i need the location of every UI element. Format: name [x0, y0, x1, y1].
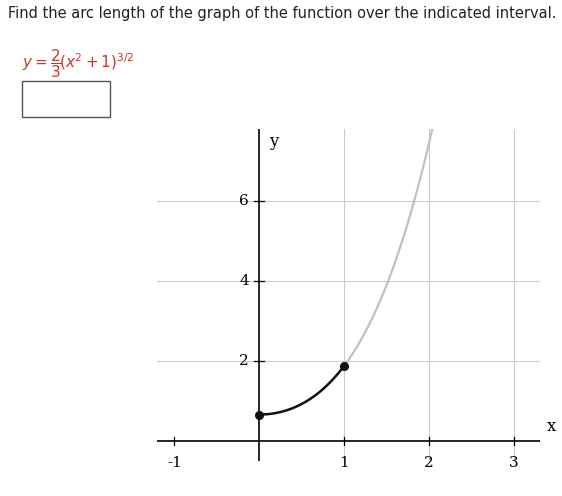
Text: 2: 2	[424, 456, 434, 471]
FancyBboxPatch shape	[22, 81, 110, 117]
Text: x: x	[546, 418, 556, 435]
Text: 2: 2	[239, 354, 249, 368]
Text: Find the arc length of the graph of the function over the indicated interval.: Find the arc length of the graph of the …	[8, 6, 557, 21]
Text: y: y	[269, 133, 279, 150]
Text: 6: 6	[239, 194, 249, 208]
Text: 3: 3	[509, 456, 519, 471]
Text: 1: 1	[339, 456, 349, 471]
Text: $y = \dfrac{2}{3}\!\left(x^2 + 1\right)^{3/2}$: $y = \dfrac{2}{3}\!\left(x^2 + 1\right)^…	[22, 48, 135, 80]
Text: -1: -1	[167, 456, 182, 471]
Text: 4: 4	[239, 274, 249, 288]
